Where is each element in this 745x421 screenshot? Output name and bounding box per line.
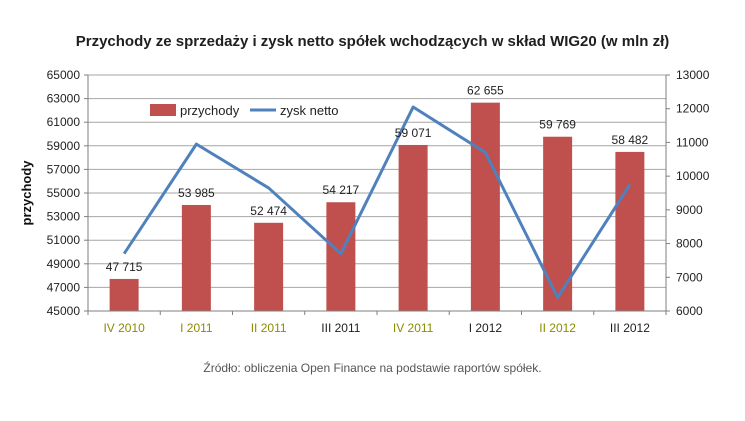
y-tick-label: 51000 — [47, 233, 81, 247]
legend-bar-swatch — [150, 104, 176, 116]
y-axis-label: przychody — [19, 160, 34, 226]
bar-data-label: 54 217 — [323, 183, 360, 197]
y-tick-label: 49000 — [47, 257, 81, 271]
bar-data-label: 58 482 — [612, 133, 649, 147]
bar-data-label: 62 655 — [467, 84, 504, 98]
bar — [181, 204, 211, 311]
y2-tick-label: 8000 — [676, 237, 703, 251]
x-tick-label: I 2011 — [180, 321, 213, 335]
x-tick-label: III 2012 — [610, 321, 650, 335]
y2-tick-label: 11000 — [676, 135, 709, 149]
bar-data-label: 53 985 — [178, 186, 215, 200]
y-tick-label: 45000 — [47, 304, 81, 318]
source-note: Źródło: obliczenia Open Finance na podst… — [203, 361, 542, 375]
axes: 45000 47000 49000 51000 53000 55000 57000 59000… — [47, 68, 710, 335]
x-tick-label: I 2012 — [469, 321, 503, 335]
bar — [109, 278, 139, 311]
y2-tick-label: 6000 — [676, 304, 703, 318]
y-tick-label: 57000 — [47, 162, 81, 176]
legend: przychody zysk netto — [150, 103, 339, 118]
y2-tick-label: 12000 — [676, 102, 710, 116]
y2-tick-label: 10000 — [676, 169, 710, 183]
bar-data-label: 52 474 — [250, 204, 287, 218]
legend-przychody: przychody — [180, 103, 240, 118]
y-tick-label: 65000 — [47, 68, 81, 82]
y-tick-label: 63000 — [47, 92, 81, 106]
bar-data-label: 47 715 — [106, 260, 143, 274]
zysk-netto-line — [122, 105, 632, 300]
y2-tick-label: 9000 — [676, 203, 703, 217]
x-tick-label: IV 2010 — [103, 321, 145, 335]
y-tick-label: 47000 — [47, 280, 81, 294]
y2-tick-label: 13000 — [676, 68, 710, 82]
bar — [470, 102, 500, 312]
chart-title: Przychody ze sprzedaży i zysk netto spół… — [75, 33, 670, 50]
bar-data-label: 59 071 — [395, 126, 432, 140]
legend-zysk-netto: zysk netto — [280, 103, 339, 118]
bar-data-label: 59 769 — [539, 118, 576, 132]
bar — [398, 144, 428, 311]
bar-series — [109, 102, 645, 312]
x-tick-label: II 2012 — [539, 321, 576, 335]
x-tick-label: II 2011 — [251, 321, 287, 335]
bar — [543, 136, 573, 311]
data-labels: 47 715 53 985 52 474 54 217 59 071 62 655 59 7… — [106, 84, 649, 274]
bar — [326, 202, 356, 311]
y-tick-label: 53000 — [47, 210, 81, 224]
y-tick-label: 55000 — [47, 186, 81, 200]
y-tick-label: 59000 — [47, 139, 81, 153]
line-series — [122, 105, 632, 300]
x-tick-label: IV 2011 — [393, 321, 434, 335]
y2-tick-label: 7000 — [676, 270, 703, 284]
bar — [254, 222, 284, 311]
bar — [615, 151, 645, 311]
y-tick-label: 61000 — [47, 115, 81, 129]
x-tick-label: III 2011 — [321, 321, 360, 335]
